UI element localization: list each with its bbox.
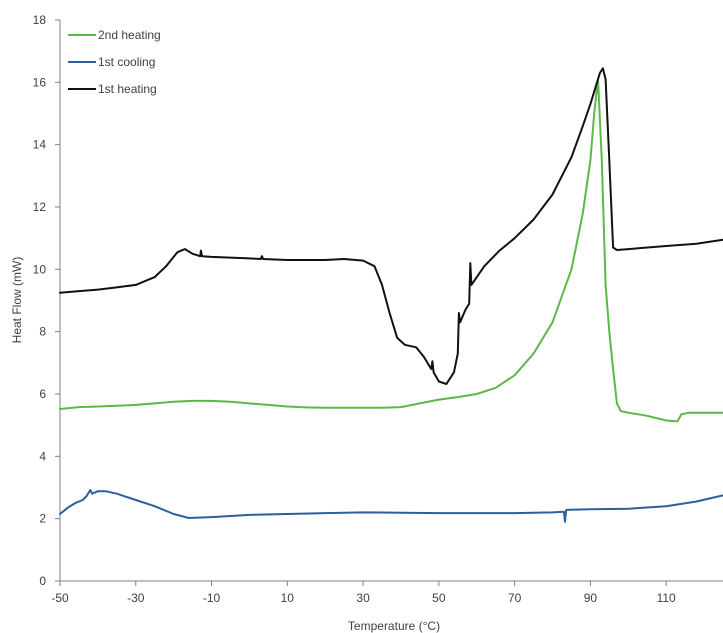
x-tick-label: 70 (508, 591, 522, 605)
y-tick-label: 2 (39, 512, 46, 526)
series-line-2 (59, 489, 723, 523)
x-tick-label: -10 (203, 591, 221, 605)
x-tick-label: 50 (432, 591, 446, 605)
x-tick-label: -50 (51, 591, 69, 605)
x-tick-label: 10 (281, 591, 295, 605)
y-tick-label: 10 (33, 262, 47, 276)
y-tick-label: 0 (39, 574, 46, 588)
y-tick-label: 6 (39, 387, 46, 401)
axes: 0 2 4 6 8 10 12 14 16 18 -50 -30 -10 10 30 50 70 90 110 (33, 13, 723, 605)
legend-label: 1st cooling (98, 55, 155, 69)
y-tick-label: 4 (39, 449, 46, 463)
x-tick-label: 110 (657, 591, 676, 605)
x-axis-title: Temperature (°C) (348, 619, 440, 633)
legend-label: 1st heating (98, 82, 157, 96)
series-line-1 (59, 78, 723, 423)
series-layer (59, 67, 723, 523)
legend-label: 2nd heating (98, 28, 161, 42)
x-tick-label: -30 (127, 591, 145, 605)
y-tick-label: 8 (39, 325, 46, 339)
y-tick-label: 18 (33, 13, 47, 27)
y-tick-label: 16 (33, 75, 47, 89)
y-axis-title: Heat Flow (mW) (10, 257, 24, 344)
x-tick-label: 30 (356, 591, 370, 605)
legend: 2nd heating 1st cooling 1st heating (68, 28, 161, 96)
y-tick-label: 14 (33, 138, 47, 152)
y-tick-label: 12 (33, 200, 47, 214)
series-line-3 (59, 67, 723, 385)
x-tick-label: 90 (584, 591, 598, 605)
